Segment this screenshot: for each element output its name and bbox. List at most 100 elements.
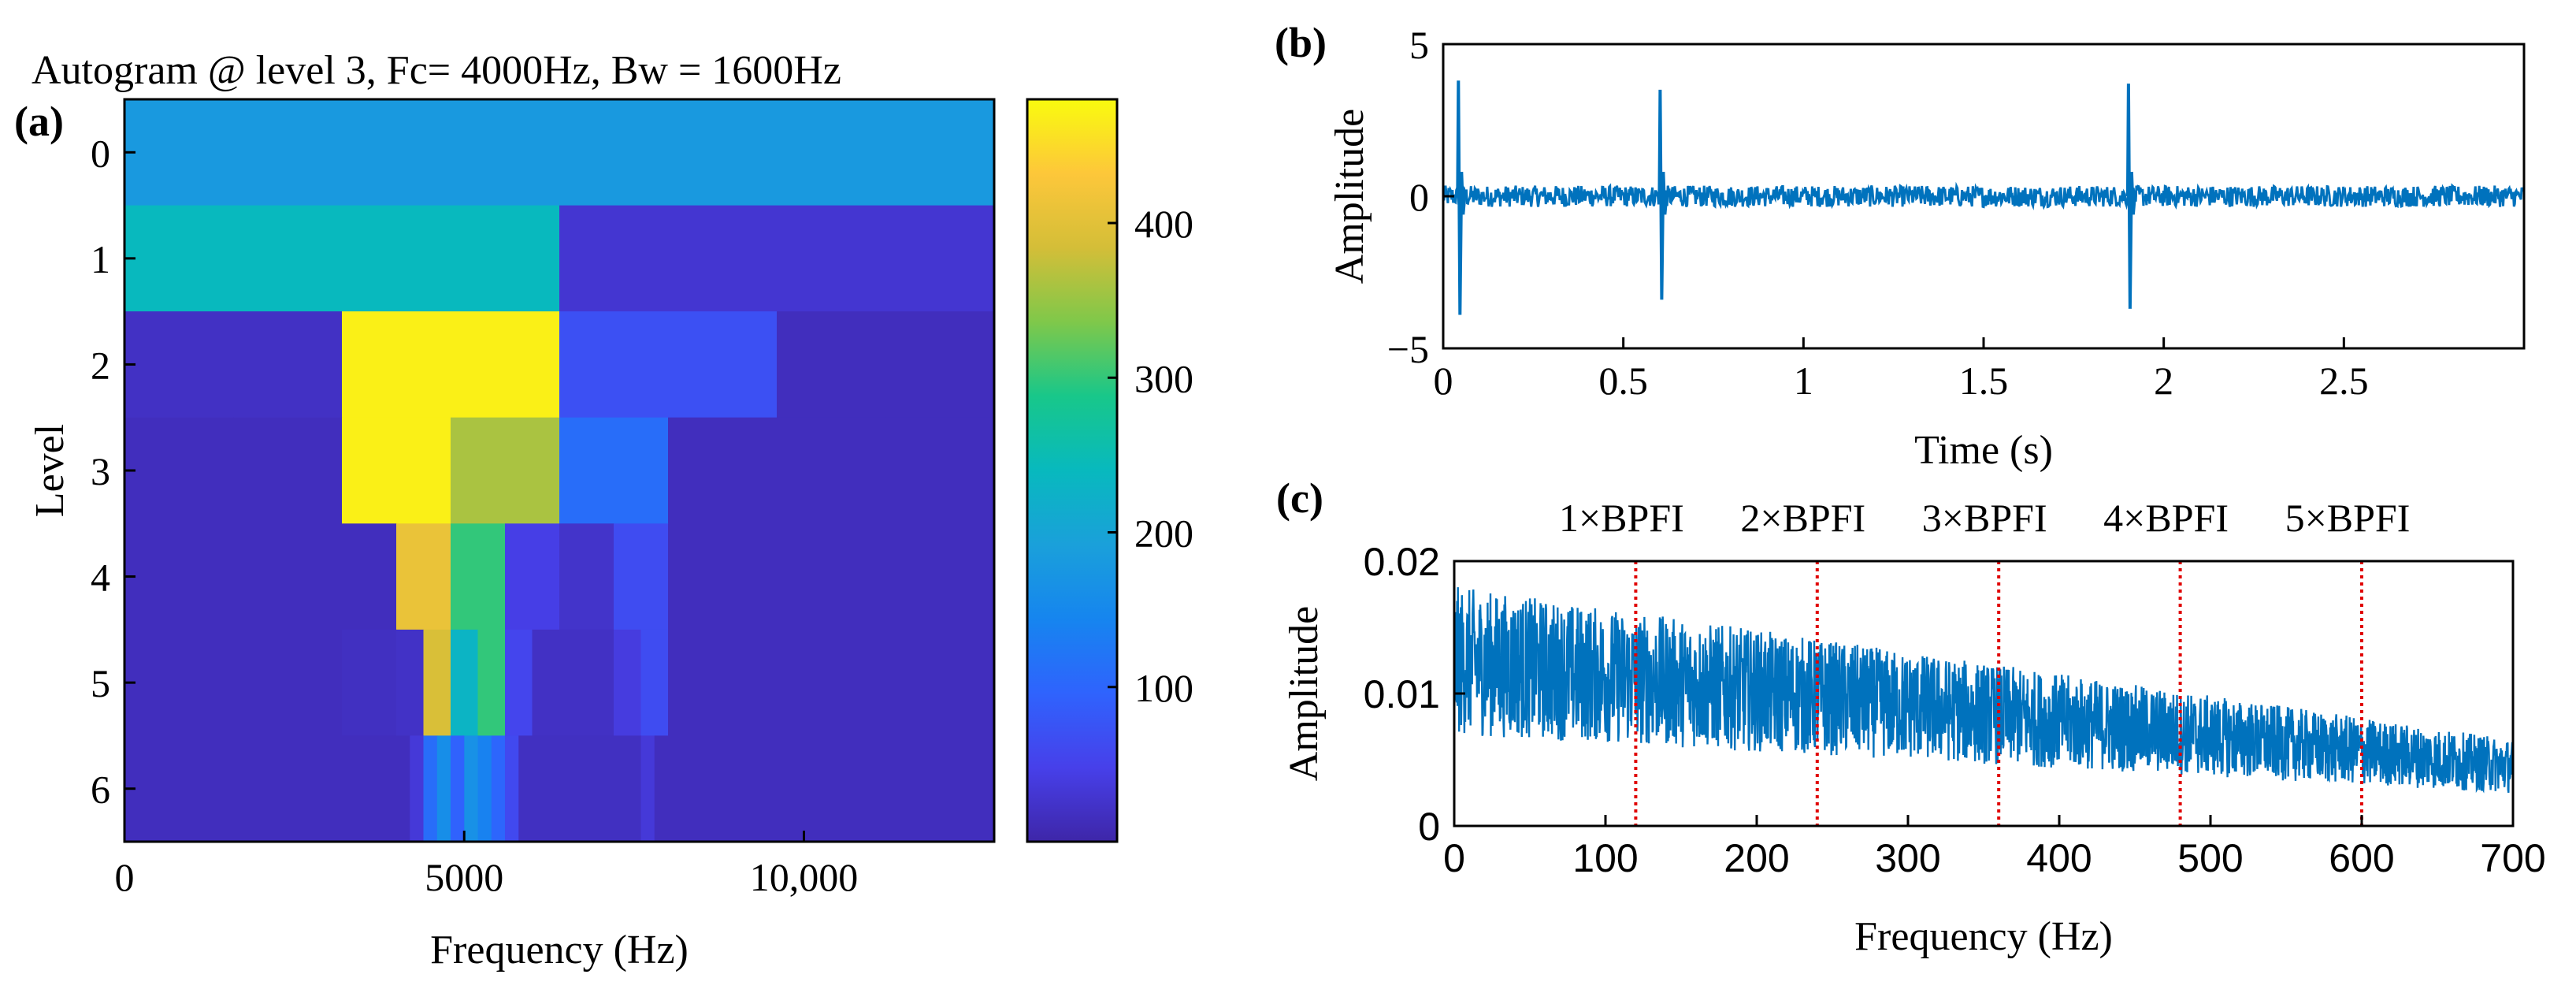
panel-c-ylabel: Amplitude (1282, 606, 1327, 781)
panel-b-ylabel: Amplitude (1327, 109, 1372, 284)
colorbar-tick-label: 300 (1134, 356, 1193, 400)
heatmap-cell-level3-4 (559, 417, 669, 524)
heatmap-cell-level6-4 (451, 735, 465, 842)
impulse-spike-1 (1456, 80, 1467, 315)
colorbar-ticks: 100 200 300 400 (1108, 202, 1193, 710)
level-tick-label: 0 (91, 131, 110, 175)
impulse-spikes (1456, 80, 2136, 315)
heatmap-cell-level3-6 (777, 417, 886, 524)
heatmap-cell-level5-8 (614, 629, 642, 737)
heatmap-cell-level4-4 (559, 523, 614, 630)
heatmap-cell-level5-2 (396, 629, 425, 737)
heatmap-cell-level4-2 (451, 523, 506, 630)
frequency-tick-label: 10,000 (750, 855, 859, 899)
heatmap-cell-level6-6 (477, 735, 492, 842)
heatmap-cell-level6-11 (654, 735, 995, 842)
level-tick-label: 2 (91, 343, 110, 387)
heatmap-cell-level3-2 (342, 417, 451, 524)
time-tick-label: 2.5 (2319, 359, 2369, 403)
spectrum-line (1454, 587, 2513, 794)
spectrum-frequency-tick-label: 700 (2480, 836, 2545, 880)
bpfi-lines: 1×BPFI 2×BPFI 3×BPFI 4×BPFI 5×BPFI (1559, 496, 2410, 826)
heatmap-cell-level5-0 (124, 629, 343, 737)
impulse-spike-2 (1657, 89, 1668, 300)
frequency-tick-label: 5000 (425, 855, 503, 899)
amplitude-tick-label: 5 (1409, 23, 1429, 67)
heatmap-cell-level5-10 (668, 629, 995, 737)
panel-b-xlabel: Time (s) (1914, 428, 2053, 473)
panel-b-label: (b) (1275, 19, 1327, 66)
panel-b-amplitude-ticks: −5 0 5 (1387, 23, 1454, 371)
spectrum-frequency-tick-label: 100 (1572, 836, 1638, 880)
spectrum-frequency-tick-label: 0 (1443, 836, 1465, 880)
heatmap-cell-level5-3 (423, 629, 451, 737)
panel-a-autogram: Autogram @ level 3, Fc= 4000Hz, Bw = 160… (14, 48, 1193, 973)
heatmap-cell-level6-9 (518, 735, 642, 842)
spectrum-amplitude-tick-label: 0.01 (1364, 672, 1440, 716)
heatmap-cell-level4-3 (505, 523, 560, 630)
heatmap-cell-level6-0 (124, 735, 410, 842)
heatmap-cell-level2-1 (342, 311, 560, 418)
heatmap-cell-level5-9 (640, 629, 669, 737)
heatmap-cell-level3-1 (233, 417, 343, 524)
amplitude-tick-label: 0 (1409, 175, 1429, 219)
time-signal-line (1443, 181, 2524, 210)
bpfi-label-3: 3×BPFI (1922, 496, 2047, 540)
panel-b-time-signal: (b) 0 0.5 1 1.5 2 2.5 −505 Time (s) Amplitude (1275, 19, 2526, 473)
heatmap-cell-level6-5 (464, 735, 479, 842)
level-tick-label: 1 (91, 237, 110, 281)
colorbar (1026, 98, 1119, 843)
heatmap-cell-level6-7 (491, 735, 506, 842)
colorbar-tick-label: 200 (1134, 511, 1193, 556)
panel-c-envelope-spectrum: (c) 1×BPFI 2×BPFI 3×BPFI 4×BPFI 5×BPFI 0 100 2… (1276, 474, 2546, 959)
heatmap-cell-level6-3 (436, 735, 451, 842)
heatmap-cell-level3-0 (124, 417, 234, 524)
heatmap-cell-level1-1 (559, 205, 995, 312)
spectrum-amplitude-tick-label: 0 (1418, 805, 1440, 849)
heatmap-cell-level6-10 (640, 735, 655, 842)
level-tick-label: 4 (91, 556, 110, 600)
spectrum-frequency-tick-label: 200 (1724, 836, 1789, 880)
impulse-spike-3 (2125, 84, 2136, 309)
heatmap-cell-level5-1 (342, 629, 397, 737)
heatmap-cell-level4-1 (396, 523, 451, 630)
heatmap-cell-level3-3 (451, 417, 560, 524)
spectrum-frequency-tick-label: 400 (2026, 836, 2092, 880)
panel-c-frequency-ticks: 0 100 200 300 400 500 600 700 (1443, 815, 2546, 880)
heatmap-cell-level2-2 (559, 311, 778, 418)
spectrum-frequency-tick-label: 500 (2177, 836, 2243, 880)
time-ticks: 0 0.5 1 1.5 2 2.5 (1434, 337, 2369, 403)
time-tick-label: 1.5 (1959, 359, 2009, 403)
time-tick-label: 1 (1794, 359, 1813, 403)
heatmap-cell-level6-1 (410, 735, 425, 842)
panel-a-title: Autogram @ level 3, Fc= 4000Hz, Bw = 160… (32, 48, 841, 93)
spectrum-amplitude-tick-label: 0.02 (1364, 540, 1440, 584)
heatmap-cell-level5-6 (505, 629, 533, 737)
heatmap-cell-level3-5 (668, 417, 778, 524)
heatmap-cell-level5-4 (451, 629, 479, 737)
panel-c-amplitude-ticks: 0 0.01 0.02 (1364, 540, 1465, 849)
heatmap (124, 99, 995, 842)
heatmap-cell-level3-7 (885, 417, 995, 524)
spectrum-frequency-tick-label: 600 (2329, 836, 2394, 880)
heatmap-cell-level2-0 (124, 311, 343, 418)
level-tick-label: 5 (91, 661, 110, 705)
bpfi-label-4: 4×BPFI (2103, 496, 2229, 540)
bpfi-label-1: 1×BPFI (1559, 496, 1684, 540)
amplitude-tick-label: −5 (1387, 327, 1429, 371)
panel-a-label: (a) (14, 98, 64, 145)
heatmap-cell-level5-5 (477, 629, 506, 737)
heatmap-cell-level4-6 (668, 523, 995, 630)
level-ticks: 0 1 2 3 4 5 6 (91, 131, 135, 812)
level-tick-label: 6 (91, 768, 110, 812)
time-tick-label: 2 (2154, 359, 2173, 403)
heatmap-cell-level2-3 (777, 311, 995, 418)
panel-c-label: (c) (1276, 474, 1323, 522)
time-tick-label: 0 (1434, 359, 1453, 403)
bpfi-label-2: 2×BPFI (1740, 496, 1865, 540)
colorbar-tick-label: 400 (1134, 202, 1193, 246)
level-tick-label: 3 (91, 449, 110, 493)
heatmap-cell-level6-2 (423, 735, 438, 842)
bpfi-label-5: 5×BPFI (2285, 496, 2411, 540)
